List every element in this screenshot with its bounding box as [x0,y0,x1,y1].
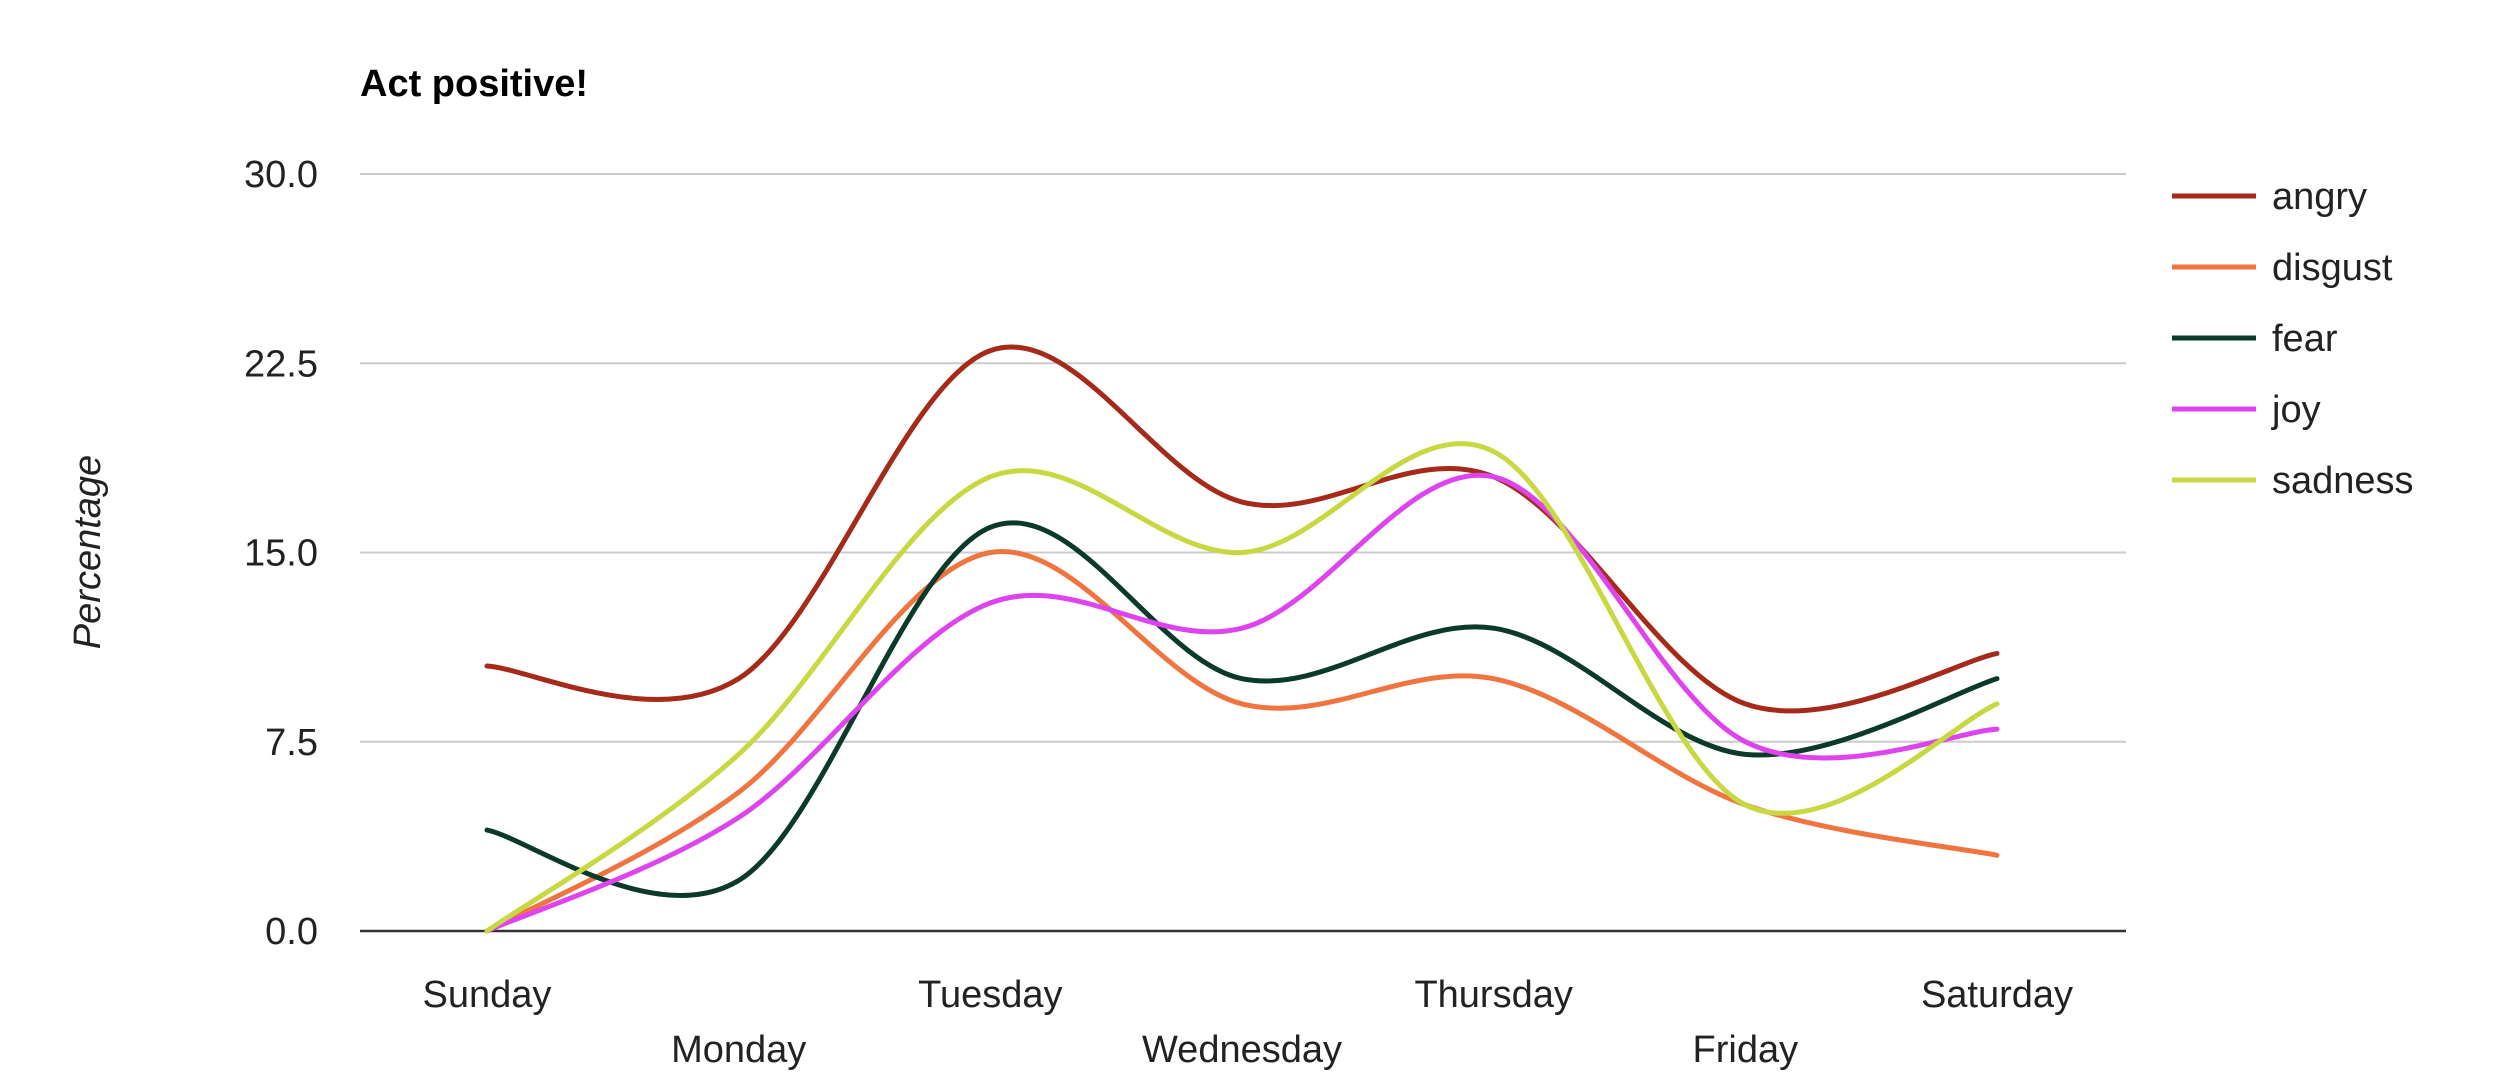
x-tick-label: Thursday [1414,974,1572,1016]
legend-label-disgust: disgust [2272,247,2393,289]
legend-label-fear: fear [2272,318,2338,360]
y-tick-label: 7.5 [265,722,318,764]
x-tick-label: Saturday [1921,974,2073,1016]
series-line-sadness [484,441,2000,934]
y-tick-label: 22.5 [244,343,318,385]
x-tick-label: Friday [1693,1029,1799,1071]
x-tick-label: Sunday [423,974,552,1016]
y-tick-labels: 0.0 7.5 15.0 22.5 30.0 [244,154,318,953]
legend-label-angry: angry [2272,176,2367,218]
x-tick-labels: Sunday Monday Tuesday Wednesday Thursday Frid… [423,974,2073,1071]
x-tick-label: Wednesday [1142,1029,1342,1071]
legend-label-sadness: sadness [2272,460,2414,502]
y-tick-label: 15.0 [244,533,318,575]
y-tick-label: 0.0 [265,911,318,953]
series-line-joy [484,472,2000,934]
y-axis-label: Percentage [67,455,109,649]
legend-label-joy: joy [2271,389,2321,431]
series-line-angry [484,344,2000,714]
series-line-fear [484,520,2000,898]
chart-title: Act positive! [360,63,588,105]
legend: angry disgust fear joy sadness [2172,176,2414,502]
x-tick-label: Tuesday [918,974,1062,1016]
series-lines [484,344,2000,934]
x-tick-label: Monday [671,1029,806,1071]
y-tick-label: 30.0 [244,154,318,196]
